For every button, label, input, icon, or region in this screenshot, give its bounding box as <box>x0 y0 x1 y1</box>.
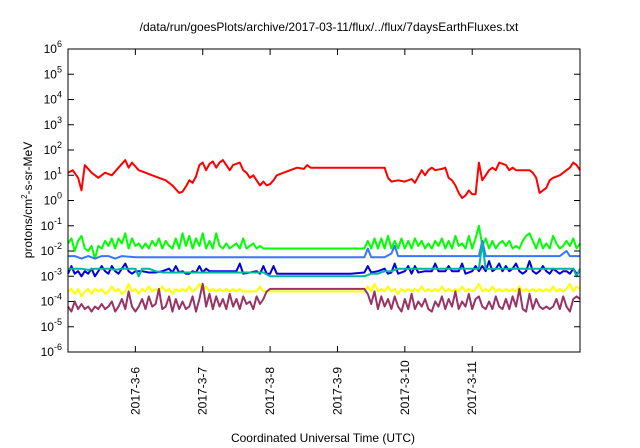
y-axis: 10-610-510-410-310-210-11001011021031041… <box>41 39 580 359</box>
y-tick-label-exp: -3 <box>54 266 62 276</box>
y-tick-label-exp: 1 <box>57 165 62 175</box>
chart-title: /data/run/goesPlots/archive/2017-03-11/f… <box>140 20 519 34</box>
series-line-7 <box>67 282 581 313</box>
y-tick-label-base: 10 <box>44 168 58 182</box>
y-tick-label: 10-1 <box>41 216 62 233</box>
y-tick-label-exp: -4 <box>54 292 62 302</box>
y-tick-label-exp: -2 <box>54 241 62 251</box>
series-layer <box>67 159 581 313</box>
y-tick-label: 101 <box>44 165 62 182</box>
series-line-5 <box>68 242 581 278</box>
y-tick-label-exp: -6 <box>54 342 62 352</box>
x-tick-label: 2017-3-11 <box>465 361 479 415</box>
series-line-4 <box>67 260 581 278</box>
y-tick-label: 103 <box>44 115 62 132</box>
y-tick-label-base: 10 <box>44 118 58 132</box>
series-line-6 <box>67 282 581 298</box>
y-tick-label: 104 <box>44 90 62 107</box>
y-tick-label: 106 <box>44 39 62 56</box>
y-tick-label: 102 <box>44 140 62 157</box>
y-tick-label-exp: 3 <box>57 115 62 125</box>
y-tick-label-base: 10 <box>41 345 55 359</box>
y-tick-label-base: 10 <box>44 67 58 81</box>
y-tick-label-exp: 6 <box>57 39 62 49</box>
y-tick-label: 105 <box>44 64 62 81</box>
y-tick-label-exp: 5 <box>57 64 62 74</box>
x-tick-label: 2017-3-10 <box>398 360 412 415</box>
y-tick-label-base: 10 <box>44 143 58 157</box>
y-axis-label-rest: -s-sr-MeV <box>21 142 35 195</box>
series-line-1 <box>67 159 581 199</box>
x-tick-label: 2017-3-9 <box>330 367 344 415</box>
y-axis-label-sup: 2 <box>20 194 29 199</box>
series-line-3 <box>68 239 580 260</box>
x-tick-label: 2017-3-6 <box>128 367 142 415</box>
y-tick-label-base: 10 <box>41 295 55 309</box>
y-tick-label-base: 10 <box>41 269 55 283</box>
y-tick-label: 10-2 <box>41 241 62 258</box>
y-tick-label: 10-5 <box>41 317 62 334</box>
y-tick-label-exp: 4 <box>57 90 62 100</box>
y-tick-label-base: 10 <box>41 320 55 334</box>
y-tick-label-exp: -5 <box>54 317 62 327</box>
y-tick-label: 10-4 <box>41 292 62 309</box>
y-axis-label: protons/cm2-s-sr-MeV <box>20 142 35 258</box>
y-tick-label-base: 10 <box>44 93 58 107</box>
x-axis-label: Coordinated Universal Time (UTC) <box>231 431 415 445</box>
y-tick-label-base: 10 <box>41 219 55 233</box>
y-tick-label-exp: 0 <box>57 191 62 201</box>
y-axis-label-base: protons/cm <box>21 199 35 258</box>
y-tick-label-base: 10 <box>44 42 58 56</box>
y-tick-label: 10-3 <box>41 266 62 283</box>
y-tick-label-base: 10 <box>41 244 55 258</box>
y-tick-label: 100 <box>44 191 62 208</box>
y-tick-label-exp: 2 <box>57 140 62 150</box>
x-tick-label: 2017-3-7 <box>196 367 210 415</box>
y-tick-label: 10-6 <box>41 342 62 359</box>
series-line-2 <box>67 224 581 260</box>
x-tick-label: 2017-3-8 <box>263 367 277 415</box>
y-tick-label-base: 10 <box>44 194 58 208</box>
y-tick-label-exp: -1 <box>54 216 62 226</box>
x-axis: 2017-3-6 2017-3-7 2017-3-8 2017-3-9 2017-3-1… <box>128 49 479 415</box>
